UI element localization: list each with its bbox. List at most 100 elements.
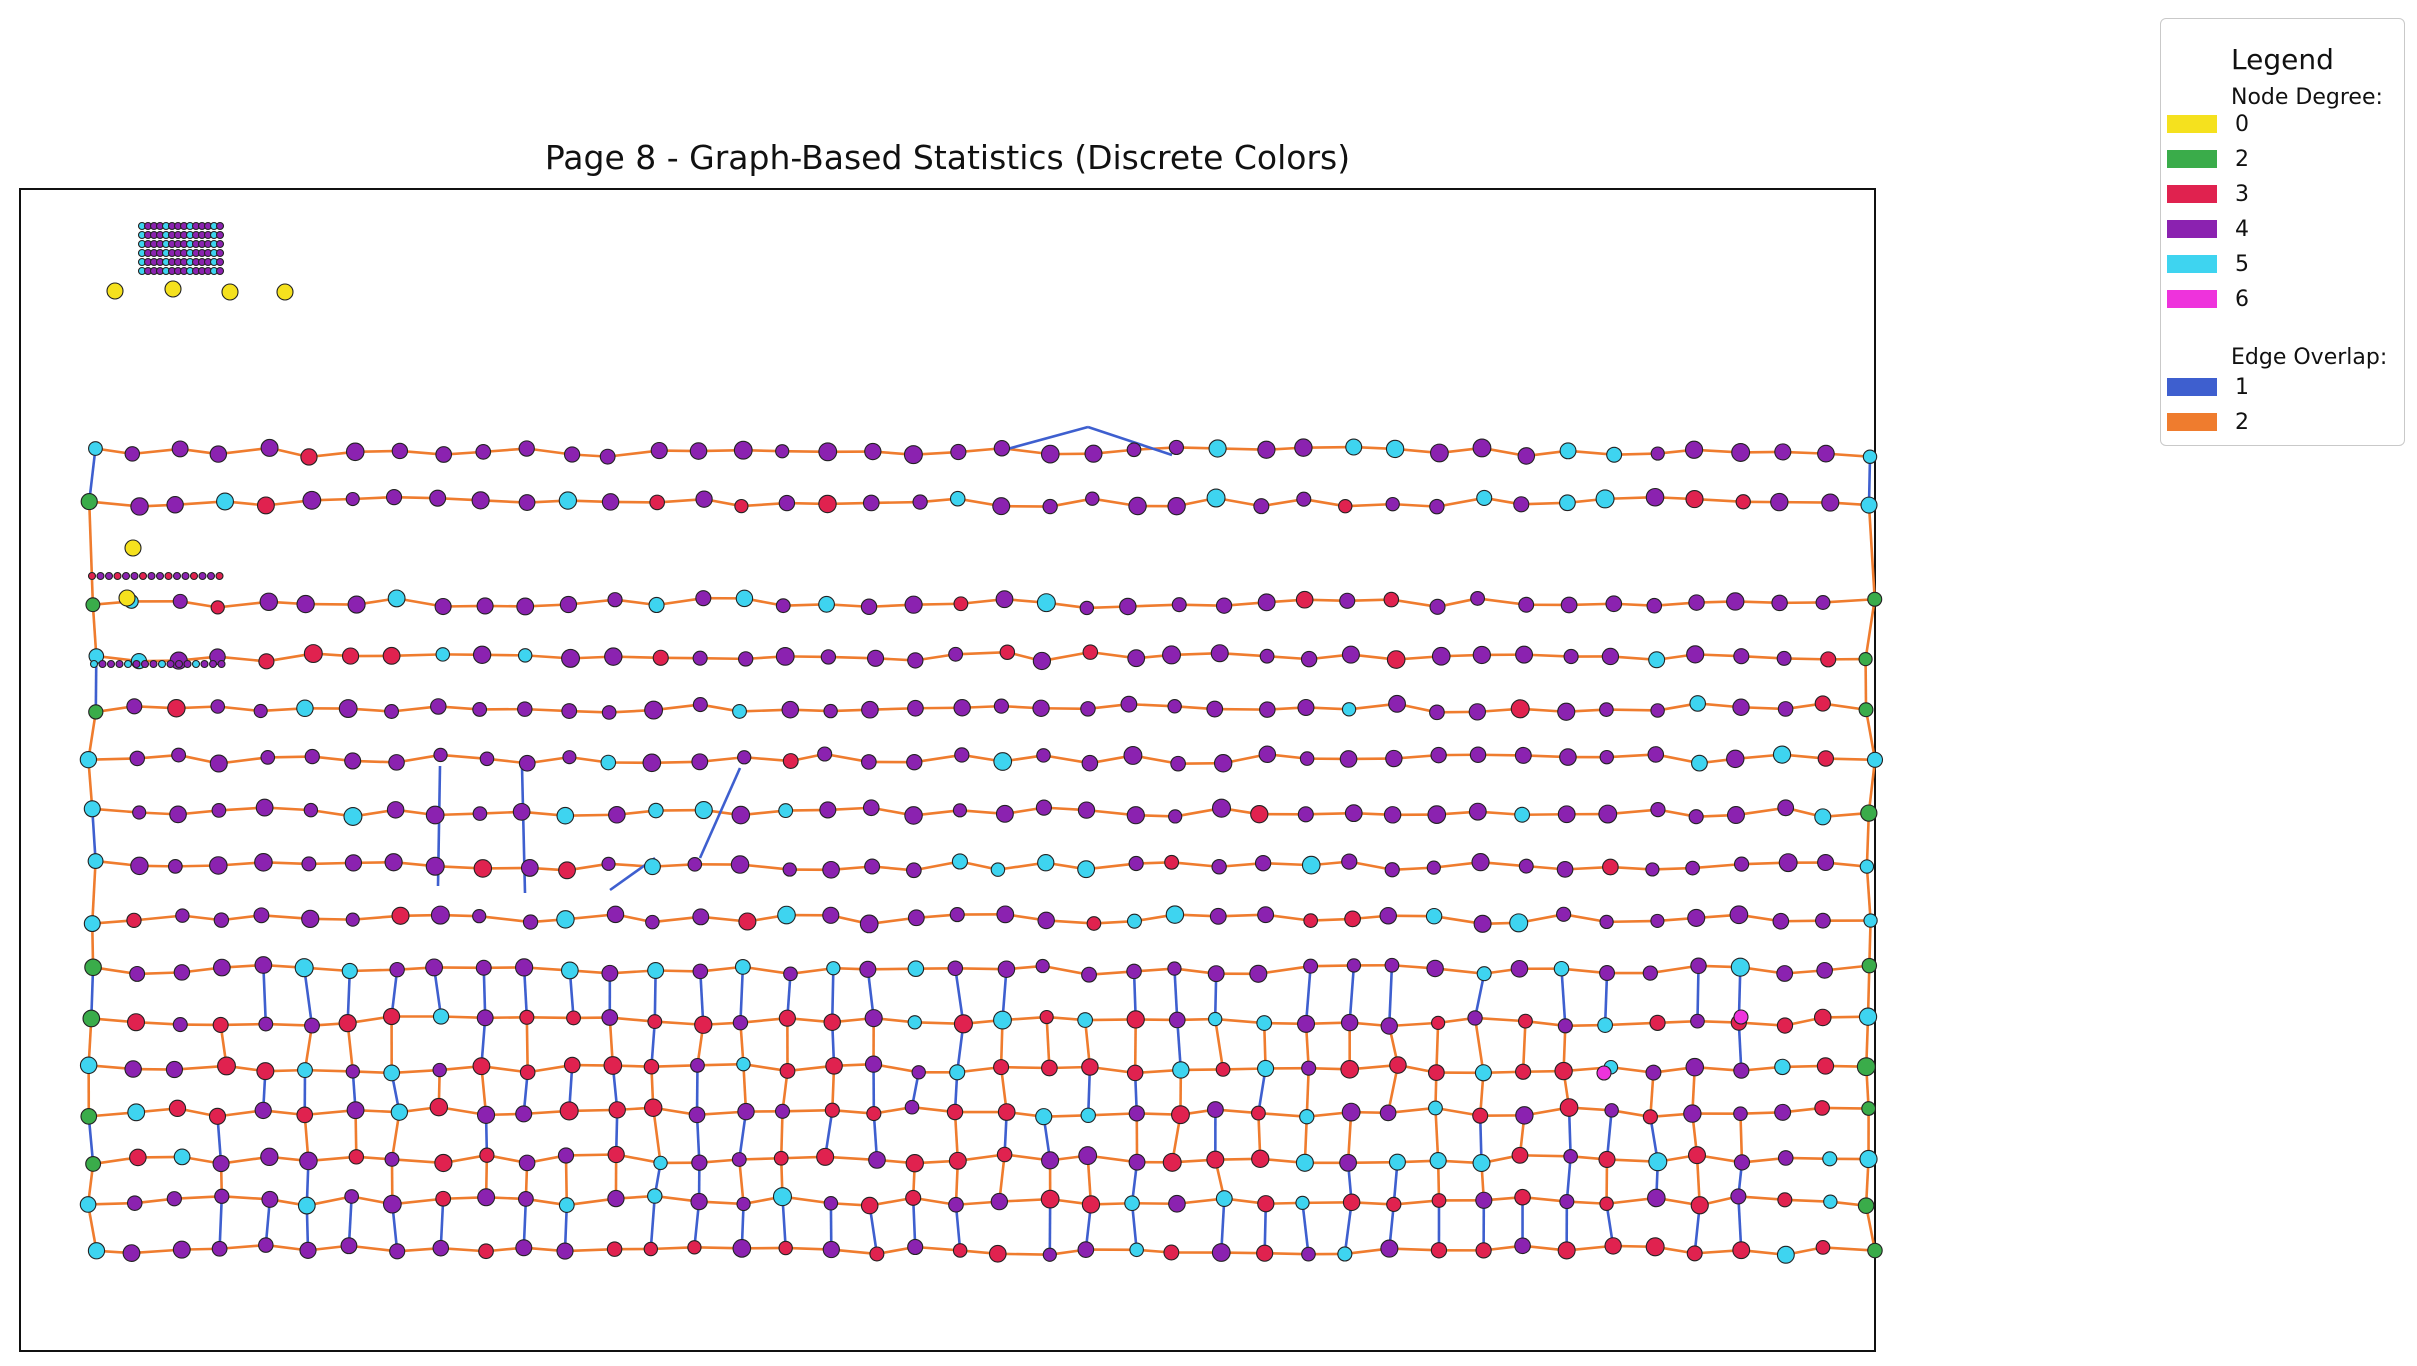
graph-node — [130, 571, 139, 581]
graph-node — [1601, 647, 1620, 666]
graph-node — [514, 958, 534, 977]
graph-edge — [1387, 965, 1394, 1027]
graph-node — [259, 592, 278, 612]
graph-node — [1167, 961, 1182, 976]
graph-node — [825, 1057, 843, 1075]
graph-node — [864, 1055, 883, 1073]
legend-label-degree-3: 3 — [2235, 181, 2249, 207]
graph-node — [518, 494, 536, 511]
graph-edge — [526, 1015, 574, 1020]
graph-node — [346, 1101, 365, 1120]
graph-node — [558, 1197, 575, 1213]
graph-node — [1471, 853, 1490, 872]
graph-node — [124, 539, 142, 557]
graph-node — [1650, 802, 1666, 818]
graph-node — [601, 856, 616, 871]
graph-node — [1430, 746, 1447, 764]
graph-node — [189, 571, 199, 581]
graph-node — [1035, 799, 1053, 816]
graph-node — [341, 647, 360, 665]
graph-node — [129, 965, 146, 982]
graph-node — [1303, 913, 1319, 928]
graph-node — [1732, 1241, 1751, 1260]
legend-item-degree-2: 2 — [2167, 147, 2249, 172]
graph-node — [430, 905, 450, 925]
graph-edge — [1864, 709, 1877, 761]
graph-node — [209, 856, 228, 875]
graph-node — [692, 697, 708, 713]
graph-node — [599, 448, 616, 465]
graph-node — [1686, 1245, 1703, 1262]
legend-item-overlap-1: 1 — [2167, 375, 2249, 400]
graph-node — [1642, 1109, 1658, 1125]
graph-node — [907, 1015, 922, 1030]
graph-node — [687, 857, 703, 872]
graph-node — [1556, 861, 1574, 878]
graph-edge — [651, 1107, 662, 1164]
graph-node — [130, 856, 149, 876]
graph-node — [731, 805, 751, 825]
graph-node — [435, 647, 451, 662]
graph-node — [645, 914, 660, 930]
graph-node — [1078, 1146, 1098, 1166]
graph-node — [690, 1057, 705, 1073]
graph-node — [87, 571, 97, 581]
graph-node — [1303, 958, 1319, 974]
graph-edge — [653, 970, 657, 1022]
graph-node — [435, 1190, 452, 1207]
graph-node — [113, 571, 122, 581]
graph-node — [694, 1015, 713, 1034]
graph-node — [819, 801, 837, 819]
graph-node — [1468, 802, 1487, 821]
graph-node — [1126, 1064, 1144, 1082]
graph-node — [518, 754, 536, 772]
legend-edge-overlap-heading: Edge Overlap: — [2231, 345, 2388, 370]
graph-edge — [1606, 919, 1658, 924]
graph-edge — [1213, 1018, 1225, 1070]
graph-node — [1126, 442, 1142, 458]
graph-node — [1380, 1017, 1398, 1035]
graph-edge — [742, 965, 791, 976]
graph-node — [778, 1240, 793, 1256]
graph-edge — [830, 968, 835, 1023]
graph-node — [993, 440, 1011, 457]
graph-node — [517, 701, 533, 717]
graph-node — [172, 571, 182, 581]
graph-node — [1081, 754, 1099, 772]
graph-node — [556, 1242, 574, 1260]
graph-node — [818, 595, 835, 613]
graph-node — [992, 497, 1011, 516]
graph-node — [1599, 702, 1614, 717]
graph-edge — [1473, 1017, 1485, 1073]
graph-node — [1208, 439, 1227, 458]
graph-node — [1856, 1057, 1876, 1077]
graph-node — [1817, 444, 1835, 463]
graph-node — [993, 1010, 1012, 1030]
graph-node — [301, 909, 320, 928]
graph-node — [1342, 1193, 1361, 1212]
graph-node — [302, 490, 322, 510]
graph-edge — [525, 1017, 529, 1073]
graph-node — [106, 282, 124, 300]
graph-node — [778, 494, 796, 512]
graph-node — [1040, 444, 1060, 464]
graph-node — [1428, 1100, 1443, 1116]
graph-node — [215, 257, 225, 267]
graph-node — [1294, 438, 1313, 457]
graph-node — [952, 803, 968, 818]
graph-node — [822, 1240, 840, 1259]
graph-node — [818, 494, 837, 514]
graph-node — [258, 653, 275, 670]
graph-node — [1473, 914, 1492, 933]
graph-node — [1563, 648, 1579, 665]
graph-node — [1821, 493, 1840, 512]
graph-node — [1559, 748, 1577, 766]
graph-node — [644, 700, 664, 720]
graph-node — [1256, 1015, 1273, 1031]
graph-node — [1431, 646, 1451, 666]
graph-node — [1518, 858, 1534, 874]
graph-node — [1299, 751, 1315, 766]
graph-node — [477, 1188, 496, 1207]
graph-node — [299, 1241, 317, 1259]
graph-node — [1163, 1244, 1180, 1261]
